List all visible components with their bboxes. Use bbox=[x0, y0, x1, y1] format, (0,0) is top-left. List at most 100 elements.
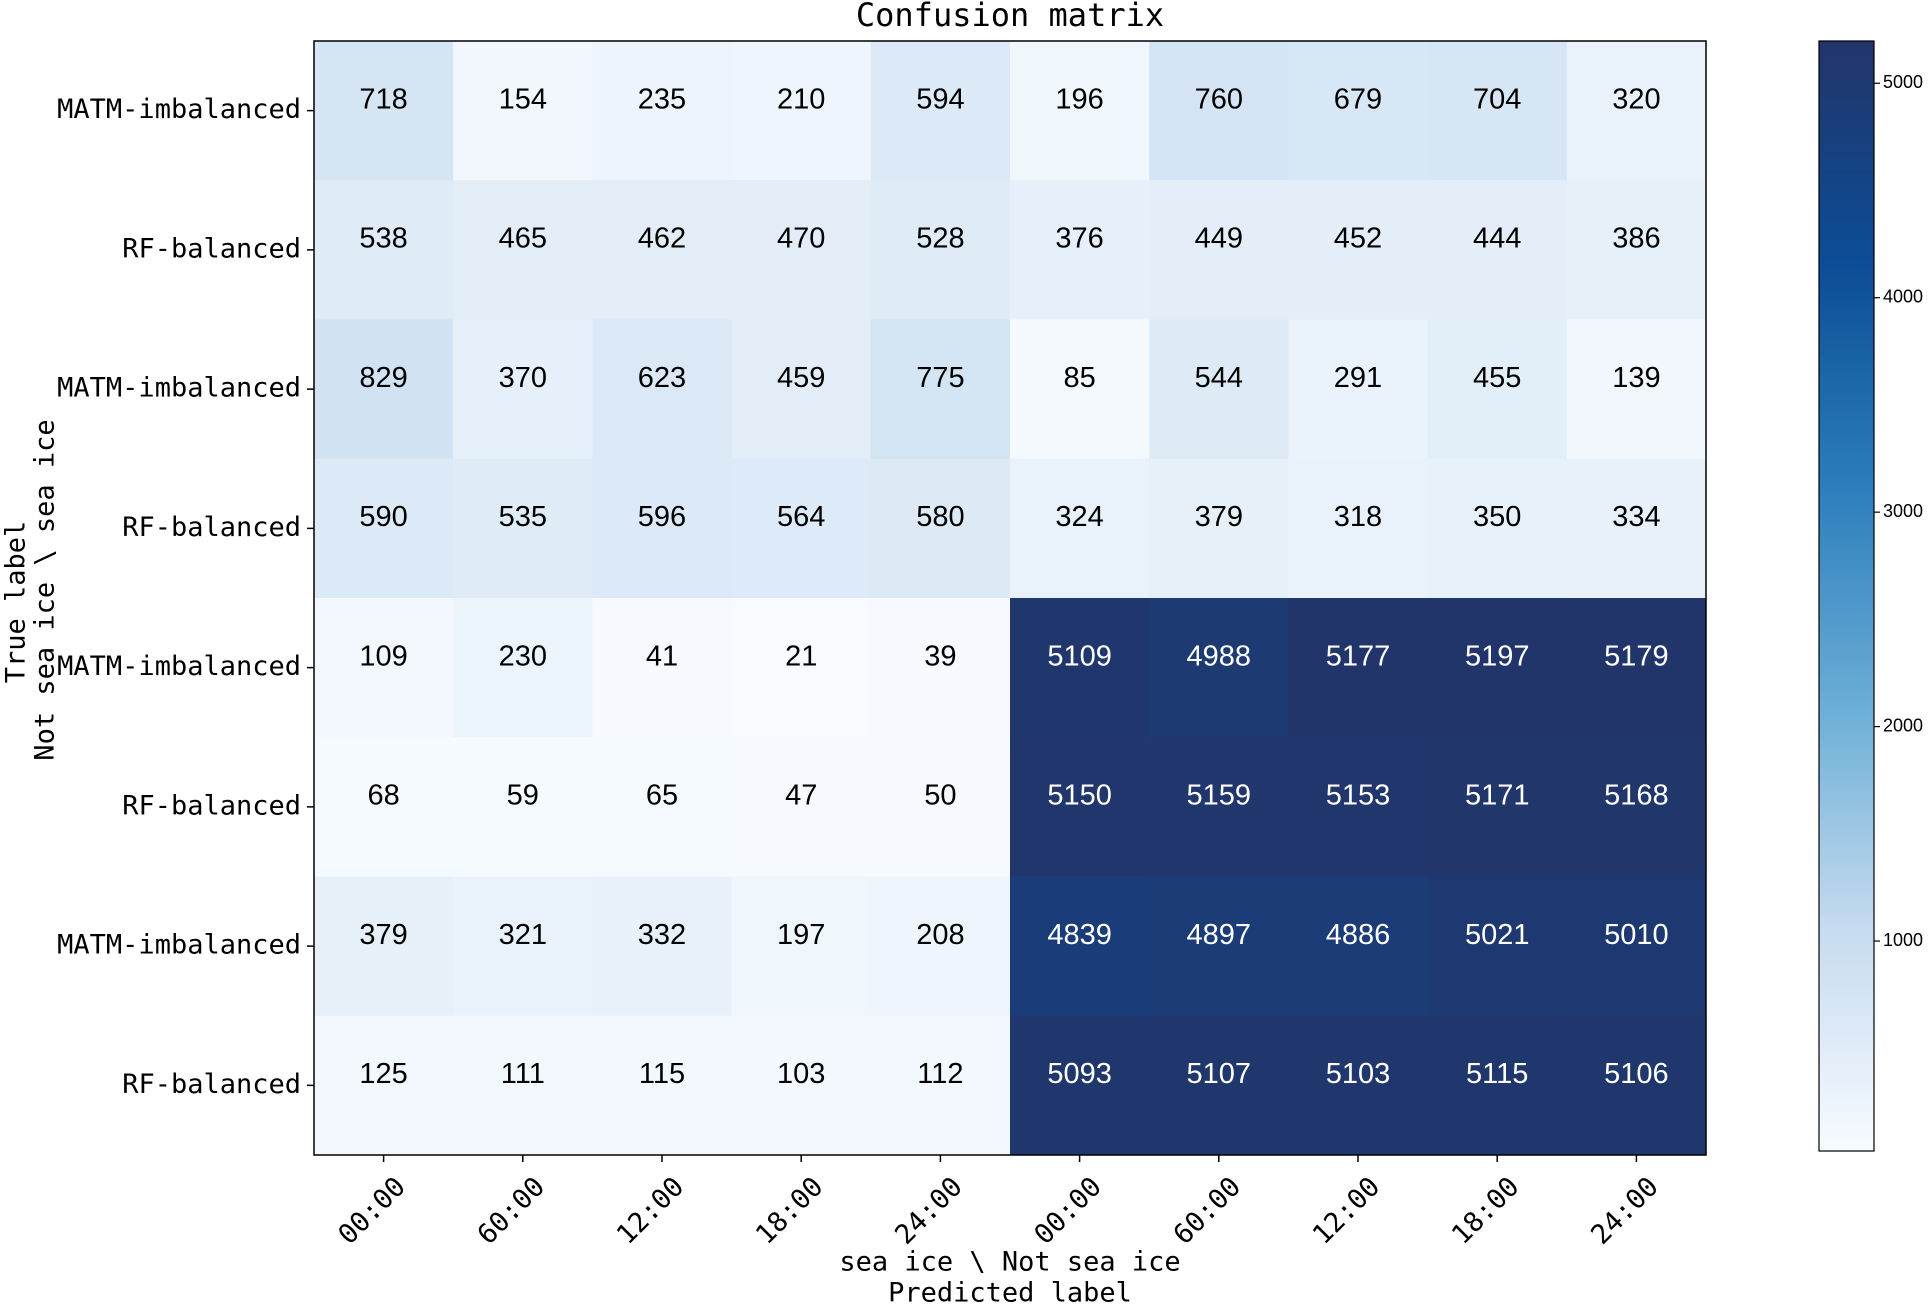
cell-label: 5159 bbox=[1187, 780, 1252, 812]
heatmap-cell bbox=[1566, 319, 1707, 460]
heatmap-cell bbox=[453, 319, 593, 460]
heatmap-cell bbox=[731, 876, 872, 1017]
heatmap-cell bbox=[1010, 737, 1150, 877]
cell-label: 444 bbox=[1473, 223, 1521, 255]
cell-label: 5171 bbox=[1465, 780, 1530, 812]
cell-label: 704 bbox=[1473, 83, 1521, 115]
cell-label: 5153 bbox=[1326, 780, 1391, 812]
x-tick-label: 00:00 bbox=[1028, 1171, 1107, 1250]
heatmap-cell bbox=[1149, 598, 1289, 738]
cell-label: 5115 bbox=[1466, 1058, 1528, 1090]
x-tick-label: 18:00 bbox=[1446, 1171, 1525, 1250]
heatmap-cell bbox=[870, 1015, 1011, 1156]
y-axis-label: True label bbox=[1, 521, 32, 684]
cell-label: 544 bbox=[1195, 362, 1243, 394]
heatmap-cell bbox=[1010, 458, 1150, 599]
cell-label: 528 bbox=[916, 223, 964, 255]
cell-label: 321 bbox=[499, 919, 547, 951]
cell-label: 318 bbox=[1334, 501, 1382, 533]
cell-label: 5168 bbox=[1604, 780, 1669, 812]
heatmap-cell bbox=[1288, 458, 1429, 599]
cell-label: 4897 bbox=[1187, 919, 1252, 951]
colorbar-tick-label: 2000 bbox=[1883, 715, 1923, 735]
cell-label: 115 bbox=[639, 1058, 685, 1090]
cell-label: 5010 bbox=[1604, 919, 1669, 951]
heatmap-cell bbox=[1288, 1015, 1429, 1156]
x-axis-label: Predicted label bbox=[888, 1278, 1132, 1308]
heatmap-cell bbox=[314, 458, 454, 599]
heatmap-cell bbox=[1566, 458, 1707, 599]
heatmap-cell bbox=[453, 41, 593, 181]
cell-label: 455 bbox=[1473, 362, 1521, 394]
cell-label: 230 bbox=[499, 640, 547, 672]
cell-label: 41 bbox=[646, 640, 678, 672]
heatmap-cell bbox=[314, 319, 454, 460]
heatmap-cell bbox=[731, 319, 872, 460]
y-tick-label: RF-balanced bbox=[122, 790, 301, 821]
heatmap-cell bbox=[1149, 737, 1289, 877]
cell-label: 459 bbox=[777, 362, 825, 394]
heatmap-cell bbox=[1149, 180, 1289, 320]
heatmap-cell bbox=[1149, 1015, 1289, 1156]
heatmap-cell bbox=[314, 737, 454, 877]
x-sublabel: sea ice \ Not sea ice bbox=[839, 1247, 1180, 1278]
heatmap-cell bbox=[870, 180, 1011, 320]
cell-label: 452 bbox=[1334, 223, 1382, 255]
y-tick-label: RF-balanced bbox=[122, 1069, 301, 1100]
cell-label: 379 bbox=[359, 919, 407, 951]
heatmap-cell bbox=[592, 180, 733, 320]
x-tick-label: 00:00 bbox=[332, 1171, 411, 1250]
cell-label: 535 bbox=[499, 501, 547, 533]
heatmap-cell bbox=[1288, 737, 1429, 877]
x-tick-label: 60:00 bbox=[1168, 1171, 1247, 1250]
cell-label: 208 bbox=[916, 919, 964, 951]
cell-label: 139 bbox=[1612, 362, 1660, 394]
heatmap-cell bbox=[314, 180, 454, 320]
heatmap-cell bbox=[870, 737, 1011, 877]
cell-label: 5107 bbox=[1187, 1058, 1252, 1090]
cell-label: 5103 bbox=[1326, 1058, 1391, 1090]
heatmap-cell bbox=[731, 1015, 872, 1156]
heatmap-cell bbox=[592, 319, 733, 460]
heatmap-cell bbox=[453, 737, 593, 877]
heatmap-cell bbox=[1010, 1015, 1150, 1156]
heatmap-cell bbox=[1010, 598, 1150, 738]
y-tick-label: MATM-imbalanced bbox=[57, 373, 301, 404]
x-tick-label: 12:00 bbox=[611, 1171, 690, 1250]
heatmap-cell bbox=[1149, 458, 1289, 599]
heatmap-cell bbox=[1149, 319, 1289, 460]
heatmap-cell bbox=[453, 180, 593, 320]
cell-label: 21 bbox=[785, 640, 817, 672]
cell-label: 5197 bbox=[1465, 640, 1530, 672]
heatmap-cell bbox=[1566, 598, 1707, 738]
heatmap-cell bbox=[1566, 876, 1707, 1017]
cell-label: 210 bbox=[777, 83, 825, 115]
heatmap-cell bbox=[1566, 180, 1707, 320]
cell-label: 291 bbox=[1334, 362, 1382, 394]
cell-label: 623 bbox=[638, 362, 686, 394]
heatmap-cell bbox=[592, 41, 733, 181]
cell-label: 332 bbox=[638, 919, 686, 951]
cell-label: 5021 bbox=[1465, 919, 1530, 951]
x-tick-label: 24:00 bbox=[1585, 1171, 1664, 1250]
cell-label: 68 bbox=[367, 780, 399, 812]
heatmap-cell bbox=[314, 1015, 454, 1156]
cell-label: 596 bbox=[638, 501, 686, 533]
heatmap-cell bbox=[1427, 876, 1568, 1017]
cell-label: 4839 bbox=[1047, 919, 1112, 951]
cell-label: 5106 bbox=[1604, 1058, 1669, 1090]
cell-label: 5177 bbox=[1326, 640, 1391, 672]
heatmap-cell bbox=[314, 876, 454, 1017]
heatmap-cell bbox=[1288, 319, 1429, 460]
heatmap-cell bbox=[592, 737, 733, 877]
cell-label: 590 bbox=[359, 501, 407, 533]
heatmap-cell bbox=[731, 41, 872, 181]
cell-label: 376 bbox=[1055, 223, 1103, 255]
heatmap-cell bbox=[453, 1015, 593, 1156]
cell-label: 594 bbox=[916, 83, 964, 115]
heatmap-cell bbox=[453, 876, 593, 1017]
cell-label: 5093 bbox=[1047, 1058, 1112, 1090]
heatmap-cell bbox=[1427, 598, 1568, 738]
cell-label: 386 bbox=[1612, 223, 1660, 255]
x-tick-label: 24:00 bbox=[889, 1171, 968, 1250]
